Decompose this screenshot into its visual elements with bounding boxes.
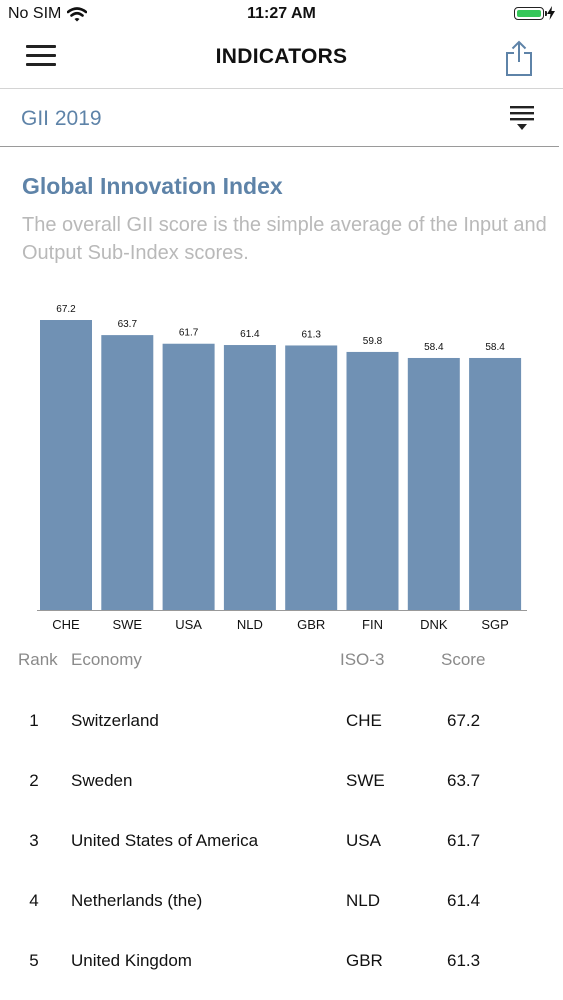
carrier-label: No SIM (8, 5, 62, 22)
row-iso: SWE (346, 771, 385, 790)
score-header: Score (441, 650, 486, 669)
bar-dnk (407, 357, 460, 610)
menu-icon-line-3 (26, 63, 56, 66)
row-iso: GBR (346, 951, 383, 970)
row-economy: Sweden (71, 771, 133, 790)
row-rank: 3 (29, 831, 39, 850)
bar-nld (223, 345, 276, 610)
tick-label-dnk: DNK (420, 617, 448, 632)
menu-icon-line-2 (26, 54, 56, 57)
tick-label-sgp: SGP (481, 617, 508, 632)
economy-header: Economy (71, 650, 142, 669)
row-economy: United Kingdom (71, 951, 192, 970)
bar-usa (162, 343, 215, 610)
indicator-description: The overall GII score is the simple aver… (22, 214, 547, 264)
sort-filter-icon[interactable] (509, 104, 535, 132)
indicator-title: Global Innovation Index (22, 173, 283, 199)
tick-label-nld: NLD (237, 617, 263, 632)
battery-nub (545, 10, 547, 16)
filter-row[interactable]: GII 2019 (0, 89, 559, 147)
data-label-gbr: 61.3 (301, 329, 321, 340)
tick-label-usa: USA (175, 617, 202, 632)
row-score: 61.3 (447, 951, 481, 970)
tick-label-gbr: GBR (297, 617, 325, 632)
table-row[interactable]: 5 United Kingdom GBR 61.3 (0, 951, 563, 991)
bar-swe (101, 335, 154, 610)
row-rank: 5 (29, 951, 39, 970)
row-score: 61.4 (447, 891, 481, 910)
page-title: INDICATORS (215, 45, 348, 68)
share-icon[interactable] (502, 38, 536, 78)
data-label-fin: 59.8 (363, 336, 383, 347)
row-iso: NLD (346, 891, 381, 910)
status-left: No SIM (8, 5, 88, 23)
row-rank: 1 (29, 711, 39, 730)
bar-sgp (469, 357, 522, 610)
data-label-usa: 61.7 (179, 328, 199, 339)
table-row[interactable]: 1 Switzerland CHE 67.2 (0, 711, 563, 751)
row-iso: USA (346, 831, 381, 850)
row-score: 67.2 (447, 711, 481, 730)
tick-label-fin: FIN (362, 617, 383, 632)
status-bar: No SIM 11:27 AM (0, 0, 563, 30)
status-right (514, 6, 555, 20)
battery-icon (514, 6, 547, 20)
nav-bar: INDICATORS (0, 30, 563, 89)
table-row[interactable]: 3 United States of America USA 61.7 (0, 831, 563, 871)
data-label-dnk: 58.4 (424, 342, 444, 353)
menu-icon-line-1 (26, 45, 56, 48)
table-header: Rank Economy ISO-3 Score (0, 650, 563, 678)
bar-chart: 67.2 CHE 63.7 SWE 61.7 USA 61.4 NLD 61.3 GBR 59.8 F… (37, 304, 527, 632)
row-economy: United States of America (71, 831, 259, 850)
status-time: 11:27 AM (247, 5, 316, 22)
data-label-che: 67.2 (56, 304, 76, 315)
table-row[interactable]: 2 Sweden SWE 63.7 (0, 771, 563, 811)
data-label-nld: 61.4 (240, 329, 260, 340)
data-label-swe: 63.7 (118, 319, 138, 330)
charging-icon (547, 6, 555, 20)
battery-level (517, 9, 541, 17)
bar-che (40, 320, 92, 610)
row-iso: CHE (346, 711, 382, 730)
iso-header: ISO-3 (340, 650, 385, 669)
row-rank: 2 (29, 771, 39, 790)
edition-label: GII 2019 (21, 107, 102, 130)
rank-header: Rank (18, 650, 58, 669)
bar-gbr (285, 345, 338, 610)
row-rank: 4 (29, 891, 39, 910)
row-score: 61.7 (447, 831, 481, 850)
tick-label-swe: SWE (112, 617, 142, 632)
row-economy: Netherlands (the) (71, 891, 203, 910)
row-score: 63.7 (447, 771, 481, 790)
table-row[interactable]: 4 Netherlands (the) NLD 61.4 (0, 891, 563, 931)
row-economy: Switzerland (71, 711, 159, 730)
wifi-icon (67, 6, 88, 21)
menu-button[interactable] (26, 45, 56, 71)
data-label-sgp: 58.4 (485, 342, 505, 353)
tick-label-che: CHE (52, 617, 80, 632)
bar-fin (346, 351, 399, 610)
